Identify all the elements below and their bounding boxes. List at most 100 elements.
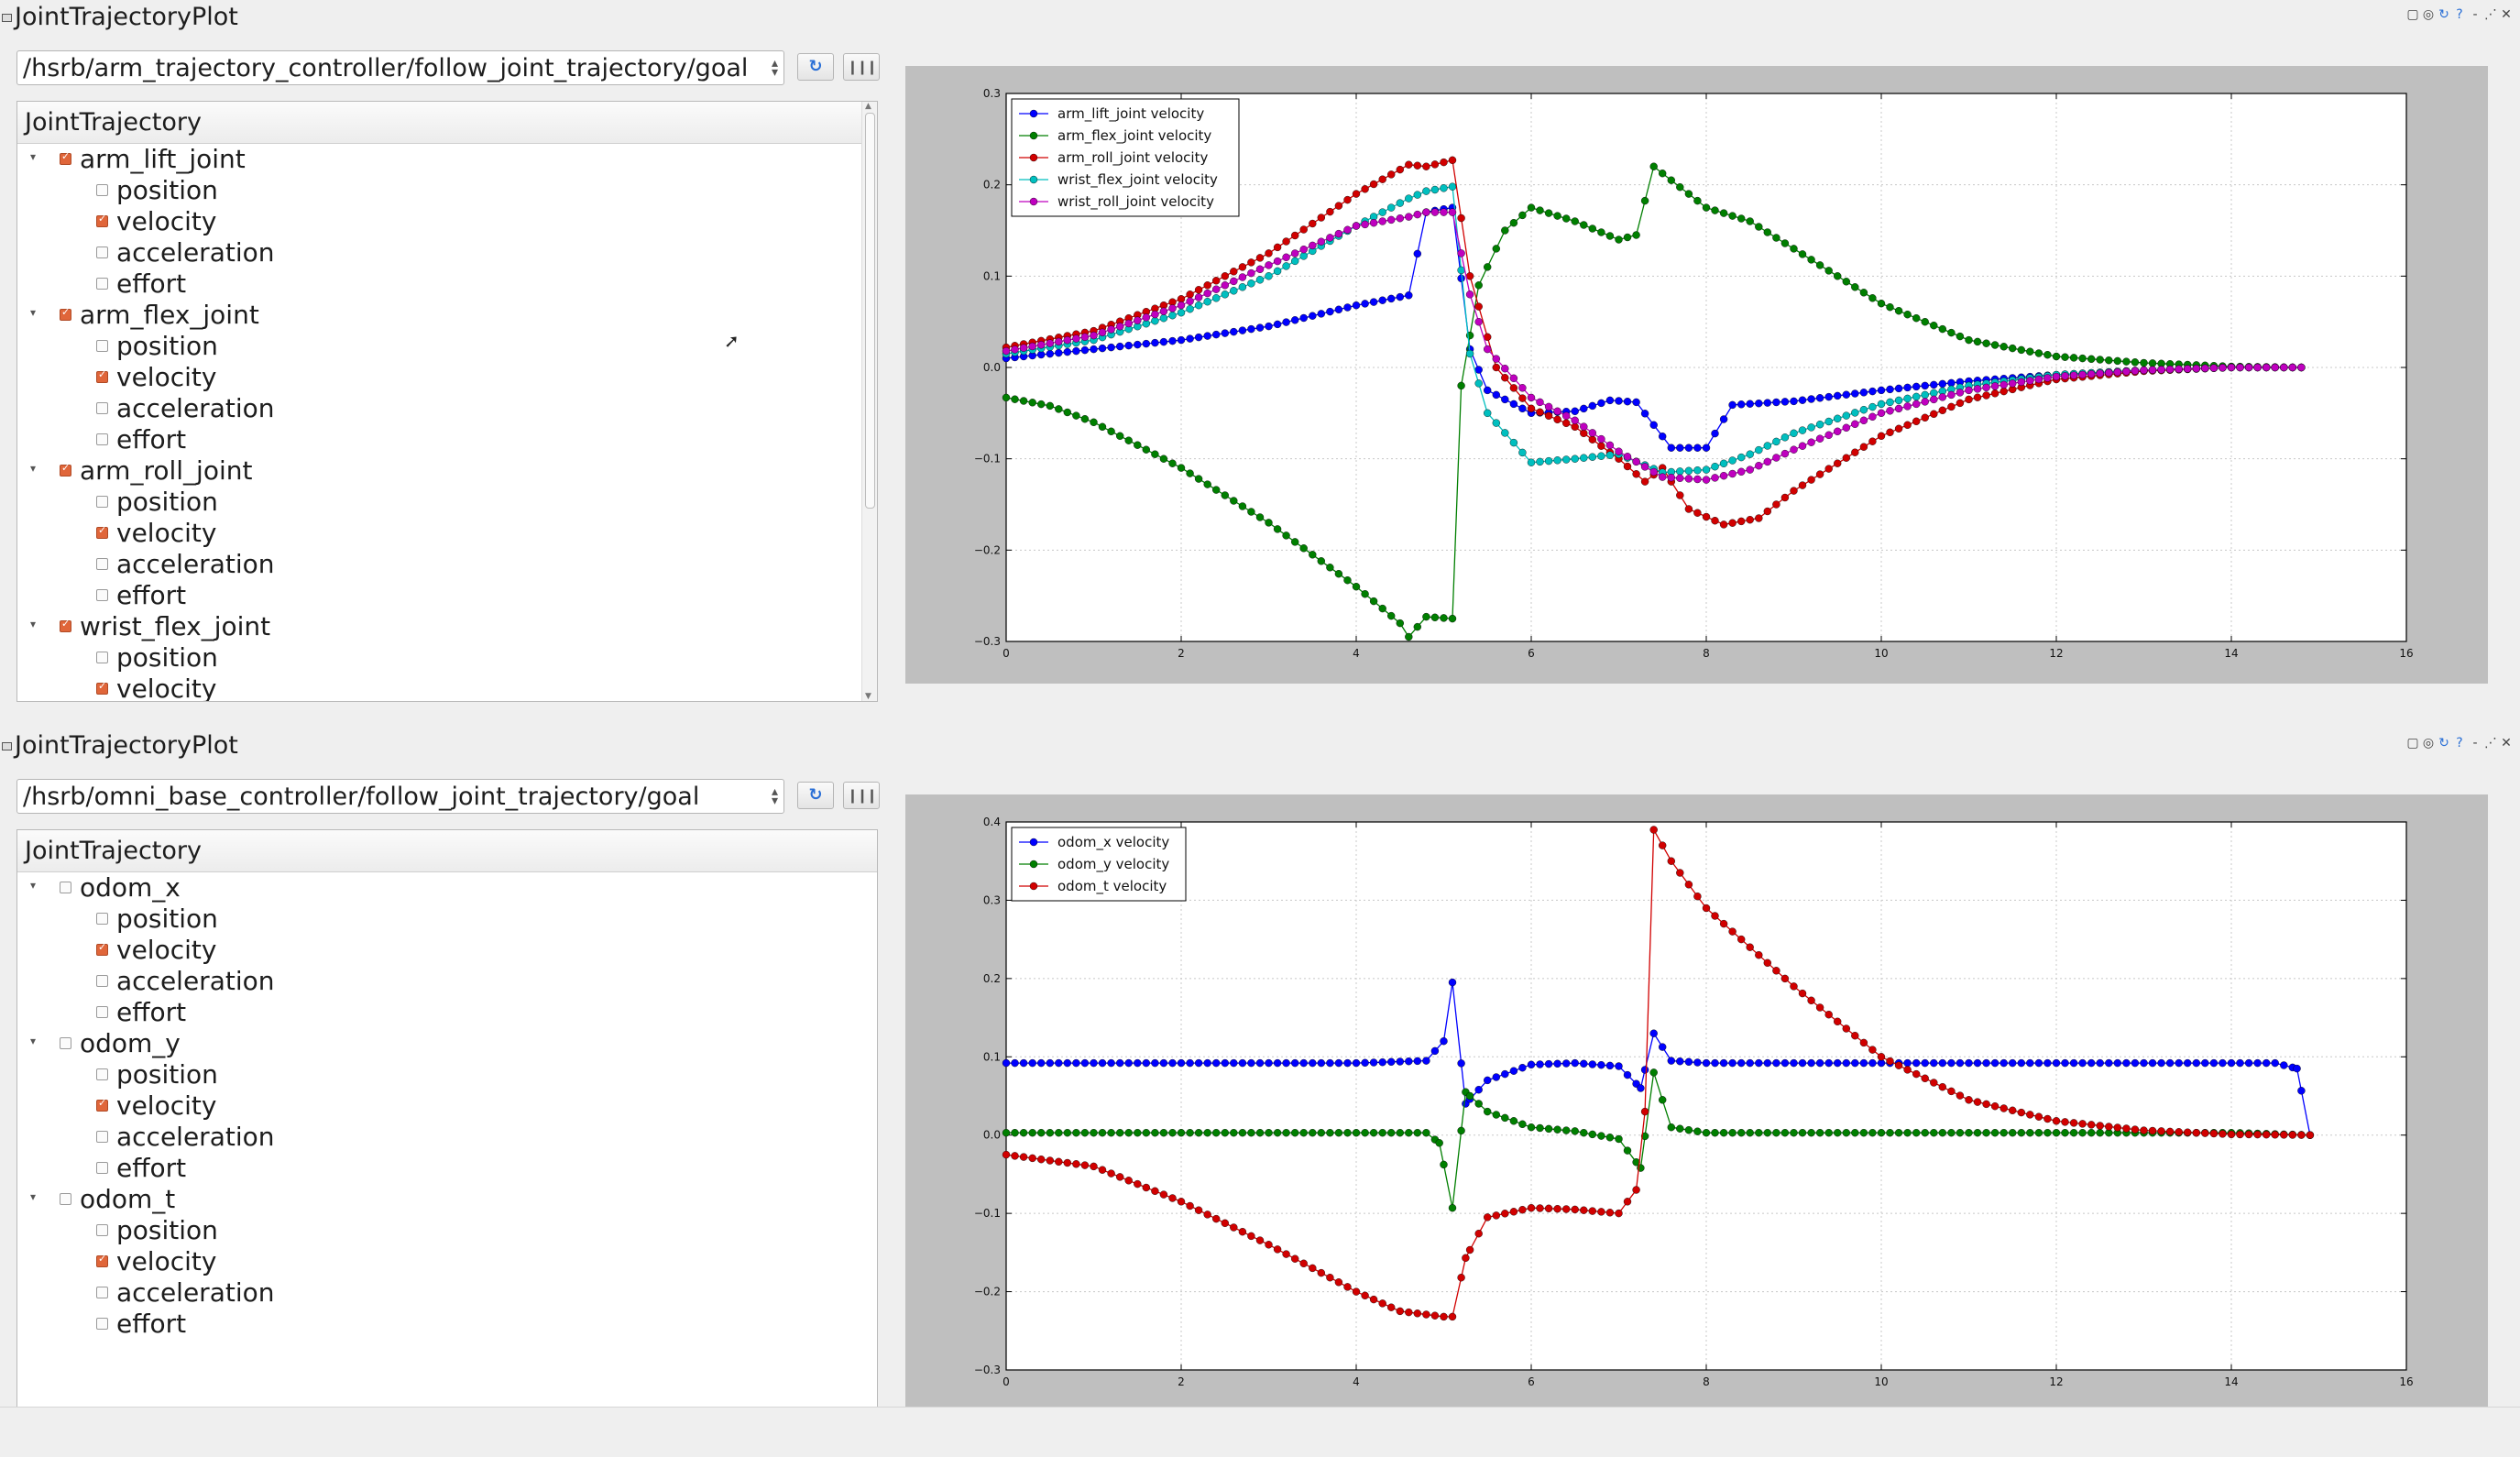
tree-item-odom_t-position[interactable]: position <box>17 1215 860 1246</box>
tree-item-odom_x-effort[interactable]: effort <box>17 997 860 1028</box>
checkbox[interactable] <box>60 306 71 321</box>
pause-button[interactable]: ❙❙❙ <box>843 53 880 81</box>
tree-item-odom_t-acceleration[interactable]: acceleration <box>17 1277 860 1309</box>
checkbox[interactable] <box>60 462 71 477</box>
dock-icon[interactable]: ▢ <box>2406 7 2419 22</box>
checkbox[interactable] <box>96 524 108 539</box>
expand-arrow-icon[interactable]: ▾ <box>30 150 37 163</box>
checkbox[interactable] <box>96 652 108 663</box>
tree-item-arm_flex_joint[interactable]: ▾ arm_flex_joint <box>17 300 860 331</box>
checkbox[interactable] <box>60 882 71 893</box>
refresh-button[interactable]: ↻ <box>797 782 834 809</box>
tree-item-odom_t-velocity[interactable]: velocity <box>17 1246 860 1277</box>
topic-select[interactable]: /hsrb/arm_trajectory_controller/follow_j… <box>16 50 784 85</box>
checkbox[interactable] <box>96 433 108 445</box>
scrollbar-thumb[interactable] <box>865 113 875 509</box>
tree-item-odom_y[interactable]: ▾ odom_y <box>17 1028 860 1059</box>
expand-arrow-icon[interactable]: ▾ <box>30 306 37 319</box>
refresh-button[interactable]: ↻ <box>797 53 834 81</box>
joint-tree[interactable]: JointTrajectory ▾arm_lift_jointpositionv… <box>16 101 878 702</box>
tree-item-odom_x-acceleration[interactable]: acceleration <box>17 966 860 997</box>
joint-tree[interactable]: JointTrajectory ▾odom_xpositionvelocitya… <box>16 829 878 1430</box>
help-icon[interactable]: ? <box>2456 7 2463 22</box>
tree-item-odom_x-velocity[interactable]: velocity <box>17 935 860 966</box>
close-icon[interactable]: ✕ <box>2501 736 2512 750</box>
tree-item-wrist_flex_joint[interactable]: ▾ wrist_flex_joint <box>17 611 860 642</box>
tree-item-odom_y-velocity[interactable]: velocity <box>17 1090 860 1122</box>
checkbox[interactable] <box>96 1224 108 1236</box>
checkbox[interactable] <box>96 589 108 601</box>
checkbox[interactable] <box>96 941 108 956</box>
tree-item-wrist_flex_joint-velocity[interactable]: velocity <box>17 674 860 701</box>
float-icon[interactable]: ⋰ <box>2484 7 2497 22</box>
checkbox[interactable] <box>96 246 108 258</box>
checkbox[interactable] <box>60 1037 71 1049</box>
tree-item-odom_t-effort[interactable]: effort <box>17 1309 860 1340</box>
tree-item-arm_lift_joint-acceleration[interactable]: acceleration <box>17 237 860 268</box>
checkbox[interactable] <box>96 1162 108 1174</box>
scroll-down-icon[interactable]: ▼ <box>865 692 871 701</box>
tree-item-arm_roll_joint[interactable]: ▾ arm_roll_joint <box>17 455 860 487</box>
checkbox[interactable] <box>96 402 108 414</box>
checkbox[interactable] <box>96 1068 108 1080</box>
reload-icon[interactable]: ↻ <box>2438 7 2449 22</box>
tree-item-arm_roll_joint-effort[interactable]: effort <box>17 580 860 611</box>
tree-item-odom_y-acceleration[interactable]: acceleration <box>17 1122 860 1153</box>
tree-item-arm_roll_joint-velocity[interactable]: velocity <box>17 518 860 549</box>
expand-arrow-icon[interactable]: ▾ <box>30 1190 37 1203</box>
checkbox[interactable] <box>96 278 108 290</box>
tree-item-odom_x-position[interactable]: position <box>17 904 860 935</box>
expand-arrow-icon[interactable]: ▾ <box>30 618 37 630</box>
checkbox[interactable] <box>96 1253 108 1267</box>
checkbox[interactable] <box>96 1097 108 1112</box>
tree-item-arm_flex_joint-position[interactable]: position <box>17 331 860 362</box>
scroll-up-icon[interactable]: ▲ <box>865 102 871 111</box>
dock-icon[interactable]: ▢ <box>2406 736 2419 750</box>
tree-item-arm_roll_joint-position[interactable]: position <box>17 487 860 518</box>
tree-item-odom_y-position[interactable]: position <box>17 1059 860 1090</box>
tree-item-odom_t[interactable]: ▾ odom_t <box>17 1184 860 1215</box>
minimize-icon[interactable]: - <box>2472 736 2478 750</box>
checkbox[interactable] <box>96 1006 108 1018</box>
checkbox[interactable] <box>96 340 108 352</box>
checkbox[interactable] <box>96 680 108 695</box>
checkbox[interactable] <box>96 913 108 925</box>
checkbox[interactable] <box>96 1131 108 1143</box>
tree-item-wrist_flex_joint-position[interactable]: position <box>17 642 860 674</box>
expand-arrow-icon[interactable]: ▾ <box>30 462 37 475</box>
checkbox[interactable] <box>96 1318 108 1330</box>
checkbox[interactable] <box>96 368 108 383</box>
reload-icon[interactable]: ↻ <box>2438 736 2449 750</box>
expand-arrow-icon[interactable]: ▾ <box>30 879 37 892</box>
checkbox[interactable] <box>96 975 108 987</box>
checkbox[interactable] <box>96 558 108 570</box>
checkbox[interactable] <box>60 618 71 632</box>
close-icon[interactable]: ✕ <box>2501 7 2512 22</box>
data-point <box>1562 1205 1571 1213</box>
pause-button[interactable]: ❙❙❙ <box>843 782 880 809</box>
options-icon[interactable]: ◎ <box>2422 736 2435 750</box>
tree-item-arm_lift_joint-effort[interactable]: effort <box>17 268 860 300</box>
minimize-icon[interactable]: - <box>2472 7 2478 22</box>
checkbox[interactable] <box>60 150 71 165</box>
tree-scrollbar[interactable]: ▲ ▼ <box>861 102 877 701</box>
checkbox[interactable] <box>60 1193 71 1205</box>
tree-item-odom_y-effort[interactable]: effort <box>17 1153 860 1184</box>
tree-item-arm_roll_joint-acceleration[interactable]: acceleration <box>17 549 860 580</box>
tree-item-arm_flex_joint-acceleration[interactable]: acceleration <box>17 393 860 424</box>
help-icon[interactable]: ? <box>2456 736 2463 750</box>
tree-item-arm_lift_joint-position[interactable]: position <box>17 175 860 206</box>
checkbox[interactable] <box>96 496 108 508</box>
checkbox[interactable] <box>96 184 108 196</box>
topic-select[interactable]: /hsrb/omni_base_controller/follow_joint_… <box>16 779 784 814</box>
tree-item-arm_flex_joint-velocity[interactable]: velocity <box>17 362 860 393</box>
tree-item-arm_flex_joint-effort[interactable]: effort <box>17 424 860 455</box>
float-icon[interactable]: ⋰ <box>2484 736 2497 750</box>
tree-item-odom_x[interactable]: ▾ odom_x <box>17 872 860 904</box>
checkbox[interactable] <box>96 213 108 227</box>
tree-item-arm_lift_joint-velocity[interactable]: velocity <box>17 206 860 237</box>
options-icon[interactable]: ◎ <box>2422 7 2435 22</box>
checkbox[interactable] <box>96 1287 108 1298</box>
tree-item-arm_lift_joint[interactable]: ▾ arm_lift_joint <box>17 144 860 175</box>
expand-arrow-icon[interactable]: ▾ <box>30 1035 37 1047</box>
